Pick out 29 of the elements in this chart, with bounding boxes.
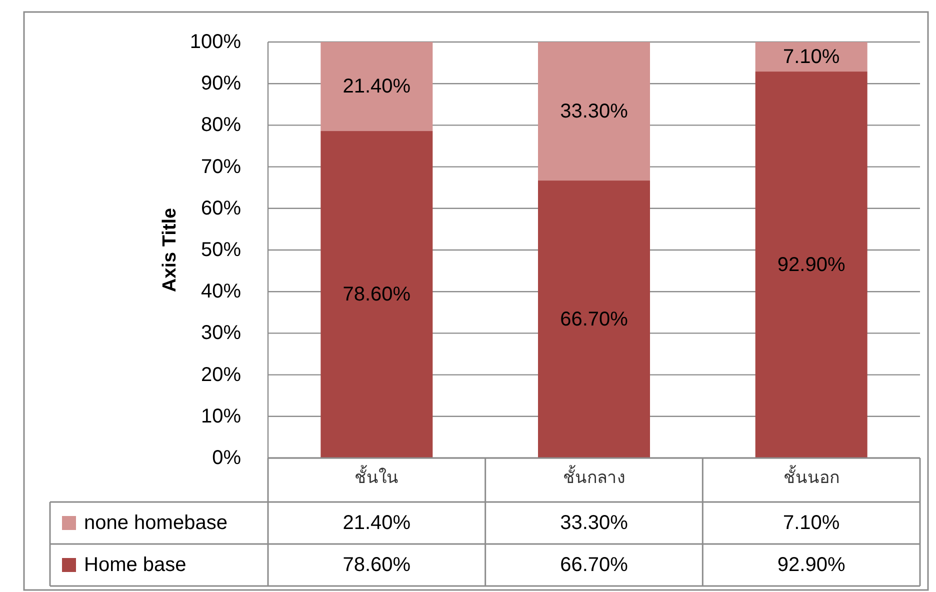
y-tick-label: 70% [200, 156, 242, 178]
x-tick-label: ชั้นกลาง [563, 465, 625, 488]
y-tick-label: 50% [200, 239, 242, 261]
y-axis-title: Axis Title [160, 208, 180, 292]
text: 33.30% [560, 100, 628, 122]
data-label: 92.90% [777, 554, 846, 576]
text: 66.70% [560, 308, 628, 330]
y-tick-label: 20% [200, 364, 242, 386]
y-tick-label: 10% [200, 405, 242, 428]
data-label: 21.40% [342, 512, 411, 534]
text: 78.60% [342, 284, 411, 306]
text: 7.10% [782, 46, 840, 68]
data-label: 66.70% [560, 554, 628, 576]
data-label: 33.30% [560, 512, 628, 534]
legend-label: none homebase [84, 512, 228, 534]
y-tick-label: 100% [190, 31, 242, 53]
y-tick-label: 30% [200, 322, 242, 344]
x-tick-label: ชั้นนอก [783, 465, 840, 488]
y-tick-label: 90% [200, 72, 242, 95]
text: 21.40% [342, 76, 411, 98]
legend-label: Home base [84, 554, 186, 576]
data-label: 7.10% [782, 512, 840, 534]
y-tick-label: 0% [212, 447, 242, 469]
y-tick-label: 40% [200, 280, 242, 303]
data-label: 78.60% [342, 554, 411, 576]
y-tick-label: 80% [200, 114, 242, 136]
y-tick-label: 60% [200, 197, 242, 220]
x-tick-label: ชั้นใน [354, 465, 399, 488]
text: 92.90% [777, 254, 846, 276]
